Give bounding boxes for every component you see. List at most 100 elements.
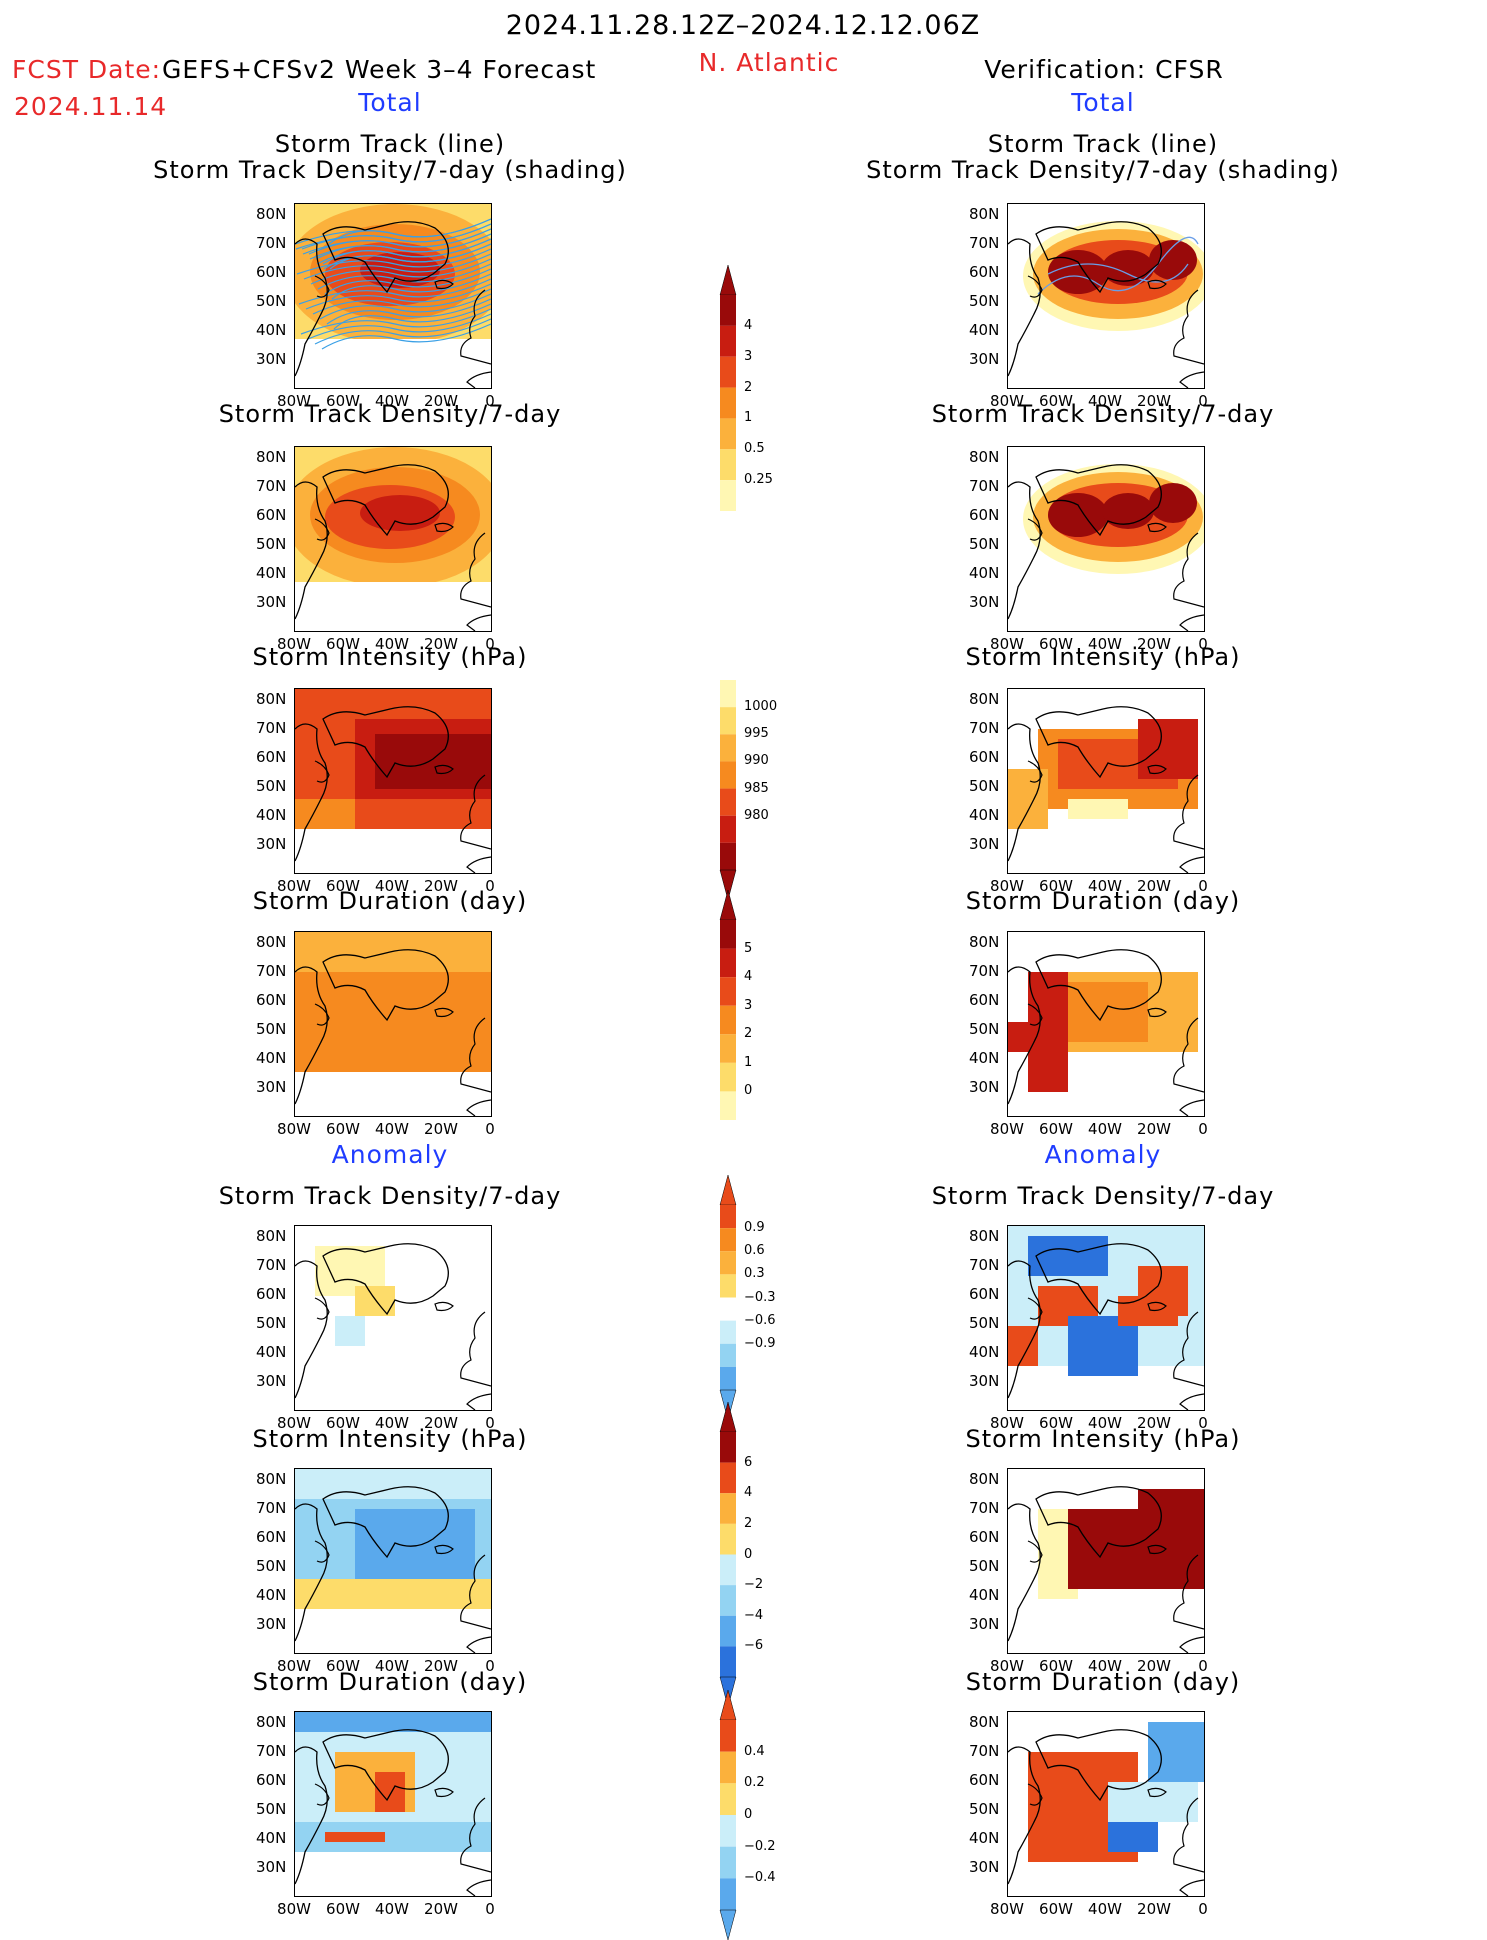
colorbar-density-anom-label: −0.9 [744,1335,776,1351]
lat-label: 30N [969,1858,1000,1876]
lat-label: 50N [969,535,1000,553]
lon-label: 0 [485,1900,495,1918]
colorbar-duration-anom-label: 0.4 [744,1743,765,1759]
lat-label: 30N [256,1078,287,1096]
map-panel [1007,1711,1205,1897]
lon-label: 0 [1198,1120,1208,1138]
lon-label: 40W [1088,1657,1122,1675]
lon-label: 80W [277,392,311,410]
lat-label: 40N [969,564,1000,582]
colorbar-density-bar [719,265,737,511]
lat-label: 80N [256,205,287,223]
lat-label: 80N [256,1227,287,1245]
lon-label: 80W [990,877,1024,895]
lat-label: 70N [256,1256,287,1274]
lat-label: 50N [256,535,287,553]
lat-label: 80N [969,690,1000,708]
lat-label: 80N [969,448,1000,466]
map-panel [1007,203,1205,389]
lon-label: 80W [990,635,1024,653]
title-density-right: Storm Track Density/7-day [931,400,1275,428]
map-svg [1008,221,1204,388]
lat-label: 80N [969,1713,1000,1731]
lat-label: 70N [969,719,1000,737]
lon-label: 20W [424,635,458,653]
map-svg [1008,949,1204,1116]
lon-label: 80W [277,635,311,653]
fcst-date-label: FCST Date: [12,55,162,84]
lat-label: 50N [256,1314,287,1332]
lat-label: 80N [969,933,1000,951]
colorbar-density-label: 0.25 [744,472,773,488]
lon-label: 20W [424,1657,458,1675]
colorbar-density-anom-label: −0.3 [744,1289,776,1305]
verification-title: Verification: CFSR [984,55,1224,84]
lon-label: 20W [424,392,458,410]
lon-label: 20W [424,1900,458,1918]
lon-label: 40W [375,635,409,653]
lon-label: 40W [375,1120,409,1138]
colorbar-duration-label: 2 [744,1026,753,1042]
lon-label: 60W [1039,877,1073,895]
colorbar-intensity-label: 995 [744,726,769,742]
lon-label: 20W [1137,1900,1171,1918]
lon-label: 60W [1039,392,1073,410]
lon-label: 80W [277,1414,311,1432]
lat-label: 50N [969,1557,1000,1575]
title-track-line-right: Storm Track (line) [987,130,1219,158]
lon-label: 60W [326,1414,360,1432]
lat-label: 40N [969,806,1000,824]
lat-label: 40N [256,1586,287,1604]
colorbar-duration-label: 0 [744,1083,753,1099]
colorbar-density-label: 0.5 [744,441,765,457]
map-svg [295,447,491,631]
lon-label: 80W [990,1657,1024,1675]
colorbar-density-label: 4 [744,317,753,333]
anomaly-left-label: Anomaly [331,1140,449,1169]
lat-label: 60N [256,263,287,281]
lon-label: 20W [1137,392,1171,410]
lon-label: 40W [375,877,409,895]
colorbar-intensity-anom-label: 2 [744,1515,753,1531]
lat-label: 80N [969,205,1000,223]
lat-label: 70N [256,1499,287,1517]
lat-label: 60N [256,748,287,766]
lon-label: 60W [1039,1657,1073,1675]
lon-label: 80W [277,1120,311,1138]
lon-label: 80W [277,1900,311,1918]
map-panel [294,1711,492,1897]
map-panel [294,446,492,632]
lat-label: 40N [256,1829,287,1847]
lon-label: 0 [1198,1414,1208,1432]
colorbar-intensity-anom-label: −2 [744,1577,764,1593]
lat-label: 60N [969,1528,1000,1546]
lon-label: 60W [326,1120,360,1138]
lat-label: 30N [969,1078,1000,1096]
lon-label: 0 [485,392,495,410]
title-intensity-left: Storm Intensity (hPa) [252,643,528,671]
lat-label: 80N [256,690,287,708]
colorbar-duration-anom-label: 0.2 [744,1775,765,1791]
map-panel [294,931,492,1117]
lat-label: 70N [969,1256,1000,1274]
colorbar-duration-label: 1 [744,1054,753,1070]
lon-label: 40W [1088,877,1122,895]
lat-label: 60N [969,1285,1000,1303]
lat-label: 70N [969,477,1000,495]
lat-label: 30N [256,835,287,853]
fcst-date-value: 2024.11.14 [14,92,168,121]
title-intensity-right: Storm Intensity (hPa) [965,643,1241,671]
title-track-shading-right: Storm Track Density/7-day (shading) [866,156,1340,184]
colorbar-intensity-label: 990 [744,753,769,769]
lat-label: 30N [969,835,1000,853]
lat-label: 50N [969,1800,1000,1818]
colorbar-duration-label: 4 [744,969,753,985]
lat-label: 80N [256,933,287,951]
lat-label: 70N [256,477,287,495]
total-left-label: Total [358,88,422,117]
colorbar-density-anom-label: −0.6 [744,1312,776,1328]
lon-label: 0 [1198,1900,1208,1918]
lat-label: 40N [256,1049,287,1067]
lat-label: 70N [969,1742,1000,1760]
total-right-label: Total [1071,88,1135,117]
